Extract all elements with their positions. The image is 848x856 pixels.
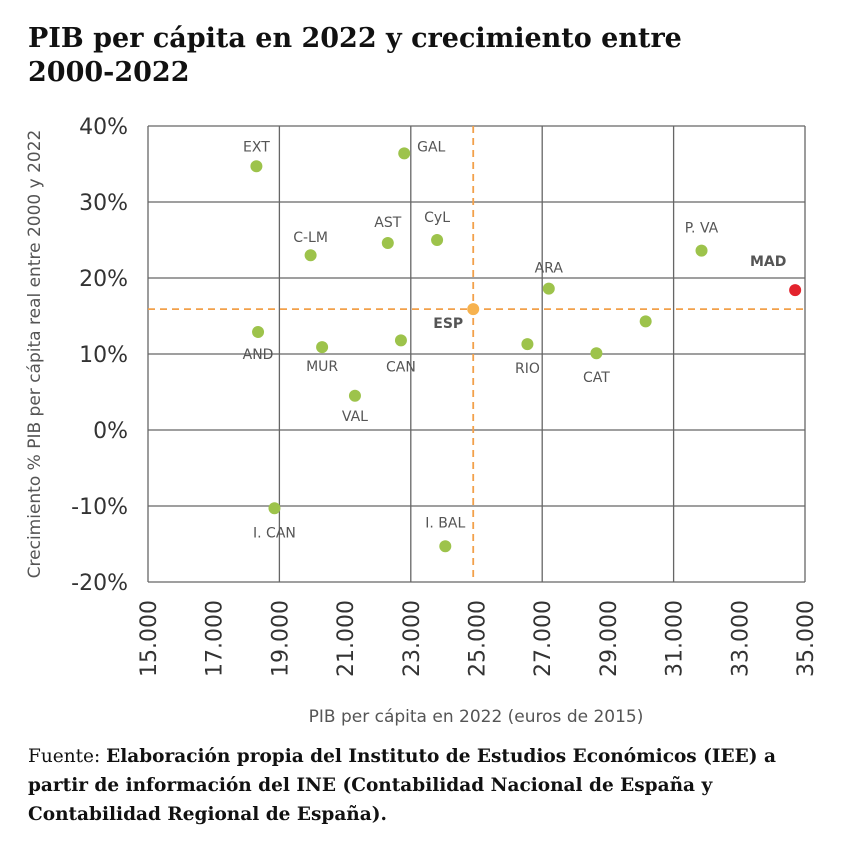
y-tick-label: 0% — [93, 419, 128, 444]
data-point — [431, 234, 444, 246]
source-text: Elaboración propia del Instituto de Estu… — [28, 746, 776, 825]
point-label: AND — [243, 347, 274, 363]
point-label: AST — [374, 215, 401, 231]
scatter-chart: 40% 30% 20% 10% 0% -10% -20% 15.000 17.000 19.000… — [25, 115, 819, 727]
data-point — [521, 338, 534, 351]
chart-title: PIB per cápita en 2022 y crecimiento ent… — [28, 23, 682, 88]
data-point — [348, 389, 361, 402]
x-tick-label: 17.000 — [203, 600, 228, 677]
x-axis-label: PIB per cápita en 2022 (euros de 2015) — [309, 707, 644, 727]
y-tick-label: -10% — [71, 495, 128, 520]
point-label: CAT — [583, 370, 610, 386]
y-tick-label: -20% — [71, 571, 128, 596]
data-point — [467, 303, 480, 316]
point-label: P. VA — [685, 221, 719, 237]
x-tick-label: 19.000 — [268, 600, 293, 677]
data-point — [789, 284, 802, 297]
data-point — [304, 249, 317, 262]
data-point — [439, 540, 452, 553]
y-tick-label: 10% — [79, 343, 128, 368]
grid — [147, 125, 806, 583]
tick-labels: 40% 30% 20% 10% 0% -10% -20% 15.000 17.000 19.000… — [71, 115, 819, 677]
point-label: CyL — [424, 210, 450, 226]
point-label: MUR — [306, 359, 338, 375]
x-tick-label: 33.000 — [728, 600, 753, 677]
y-tick-label: 40% — [79, 115, 128, 140]
x-tick-label: 23.000 — [400, 600, 425, 677]
source-prefix: Fuente: — [28, 746, 107, 767]
y-axis-label: Crecimiento % PIB per cápita real entre … — [25, 130, 45, 579]
point-label: MAD — [750, 254, 786, 270]
data-point — [316, 341, 329, 354]
data-point — [542, 282, 555, 295]
x-tick-label: 25.000 — [466, 600, 491, 677]
data-point — [250, 160, 263, 173]
x-tick-label: 15.000 — [137, 600, 162, 677]
x-tick-label: 27.000 — [531, 600, 556, 677]
point-label: I. BAL — [425, 515, 465, 531]
data-point — [398, 147, 411, 160]
point-label: GAL — [417, 139, 445, 155]
point-label: RIO — [515, 361, 540, 377]
point-label: ARA — [535, 261, 564, 277]
source-note: Fuente: Elaboración propia del Instituto… — [28, 742, 828, 829]
x-tick-label: 29.000 — [597, 600, 622, 677]
data-point — [381, 237, 394, 250]
x-tick-label: 31.000 — [663, 600, 688, 677]
point-label: CAN — [386, 359, 416, 375]
data-point — [695, 244, 708, 257]
y-tick-label: 20% — [79, 267, 128, 292]
data-point — [590, 347, 603, 360]
point-label: EXT — [243, 139, 270, 155]
point-label: C-LM — [293, 230, 328, 246]
data-points: EXT GAL C-LM AST CyL ARA P. VA MAD ESP AND MUR CAN R… — [243, 139, 802, 553]
data-point — [268, 502, 281, 515]
data-point — [639, 315, 652, 328]
x-tick-label: 35.000 — [794, 600, 819, 677]
y-tick-label: 30% — [79, 191, 128, 216]
point-label: I. CAN — [253, 525, 296, 541]
x-tick-label: 21.000 — [334, 600, 359, 677]
point-label: VAL — [342, 409, 368, 425]
data-point — [252, 325, 265, 338]
point-label: ESP — [433, 316, 463, 332]
data-point — [394, 334, 407, 347]
